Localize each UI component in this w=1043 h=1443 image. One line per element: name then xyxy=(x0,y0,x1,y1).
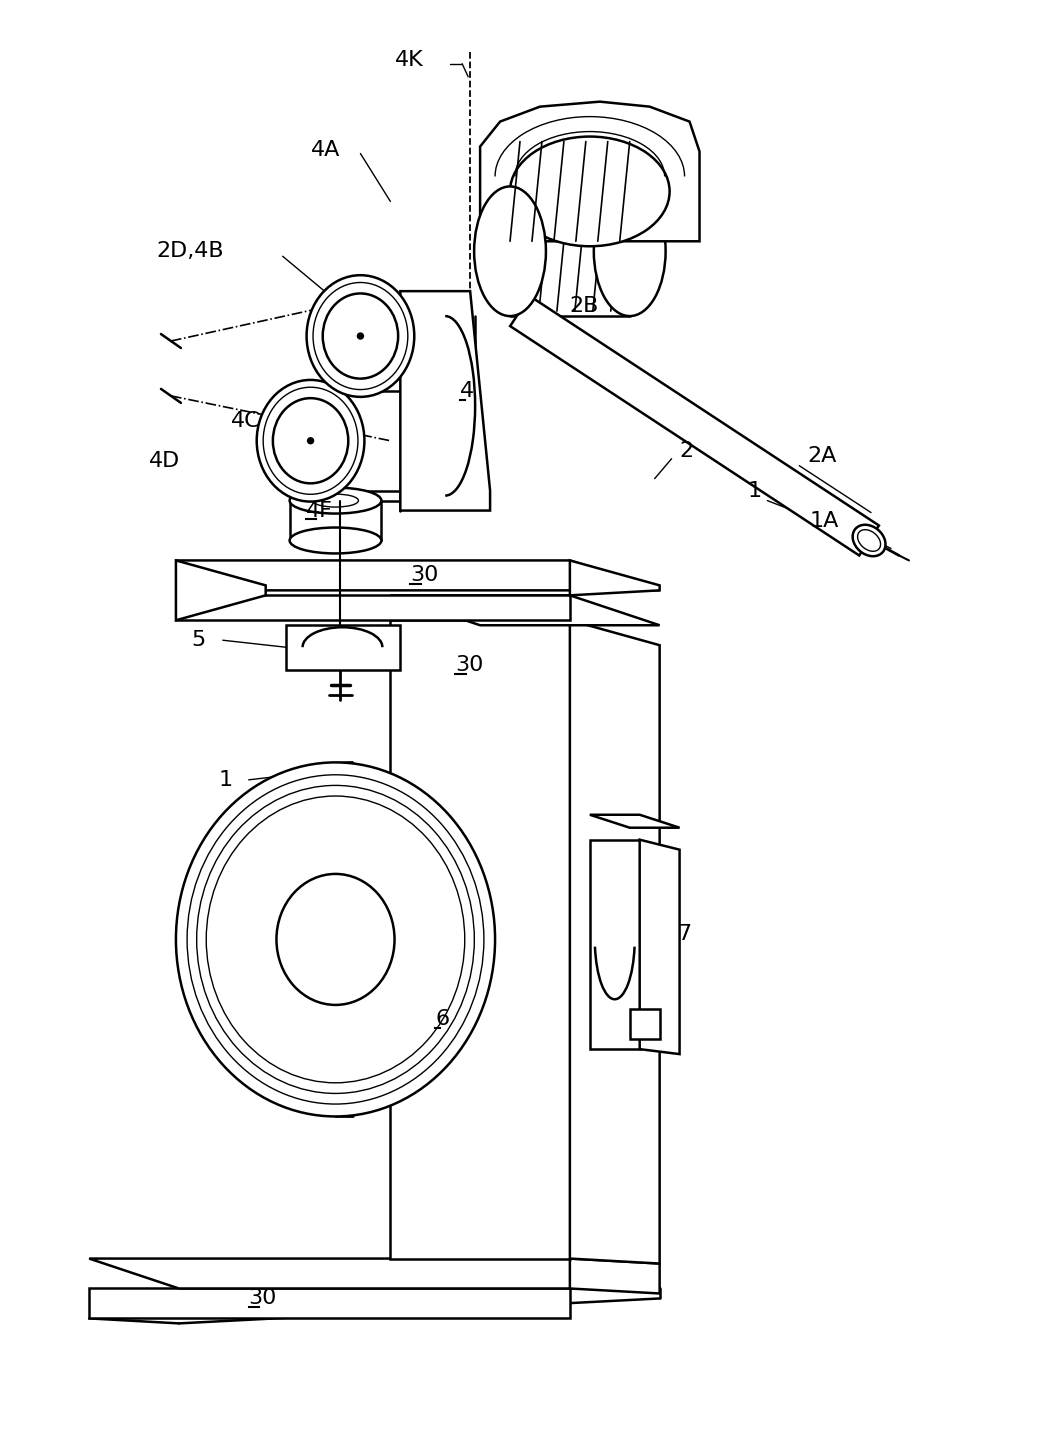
Text: 1: 1 xyxy=(219,771,233,789)
Polygon shape xyxy=(510,296,879,556)
Ellipse shape xyxy=(290,488,382,514)
Text: 1: 1 xyxy=(748,481,761,501)
Text: 4A: 4A xyxy=(311,140,340,160)
Polygon shape xyxy=(390,620,569,1258)
Ellipse shape xyxy=(852,525,886,556)
Polygon shape xyxy=(176,560,266,620)
Text: 4: 4 xyxy=(460,381,475,401)
Ellipse shape xyxy=(308,437,314,444)
Polygon shape xyxy=(639,840,680,1055)
Text: 3: 3 xyxy=(680,147,694,166)
Text: 30: 30 xyxy=(248,1289,277,1309)
Ellipse shape xyxy=(322,293,398,378)
Ellipse shape xyxy=(475,186,545,316)
Text: 7: 7 xyxy=(678,925,692,944)
Text: 30: 30 xyxy=(455,655,484,675)
Text: 4F: 4F xyxy=(306,501,333,521)
Ellipse shape xyxy=(358,333,363,339)
Polygon shape xyxy=(290,501,382,541)
Text: 6: 6 xyxy=(435,1009,450,1029)
Polygon shape xyxy=(480,101,700,241)
Polygon shape xyxy=(89,1289,569,1319)
Polygon shape xyxy=(569,620,659,1264)
Polygon shape xyxy=(390,596,659,625)
Text: 3A: 3A xyxy=(630,202,659,221)
Ellipse shape xyxy=(257,380,364,502)
Text: 30: 30 xyxy=(410,566,439,586)
Text: 2A: 2A xyxy=(807,446,836,466)
Text: 5: 5 xyxy=(191,631,205,651)
Polygon shape xyxy=(401,291,490,511)
Ellipse shape xyxy=(273,398,348,483)
Text: 4C: 4C xyxy=(231,411,261,431)
Text: 2B: 2B xyxy=(569,296,600,316)
Polygon shape xyxy=(176,560,659,590)
Text: 2: 2 xyxy=(680,440,694,460)
Text: 4D: 4D xyxy=(149,450,180,470)
Ellipse shape xyxy=(510,137,670,247)
Polygon shape xyxy=(286,625,401,670)
Polygon shape xyxy=(630,1009,659,1039)
Text: 4K: 4K xyxy=(395,49,425,69)
Polygon shape xyxy=(176,596,569,620)
Polygon shape xyxy=(569,560,659,596)
Ellipse shape xyxy=(313,494,359,506)
Ellipse shape xyxy=(176,762,495,1117)
Polygon shape xyxy=(590,815,680,828)
Polygon shape xyxy=(569,1258,659,1293)
Polygon shape xyxy=(89,1258,659,1289)
Ellipse shape xyxy=(593,186,665,316)
Text: 2D,4B: 2D,4B xyxy=(156,241,223,261)
Ellipse shape xyxy=(307,276,414,397)
Ellipse shape xyxy=(290,528,382,554)
Ellipse shape xyxy=(276,874,394,1004)
Text: 1A: 1A xyxy=(809,511,839,531)
Polygon shape xyxy=(590,840,639,1049)
